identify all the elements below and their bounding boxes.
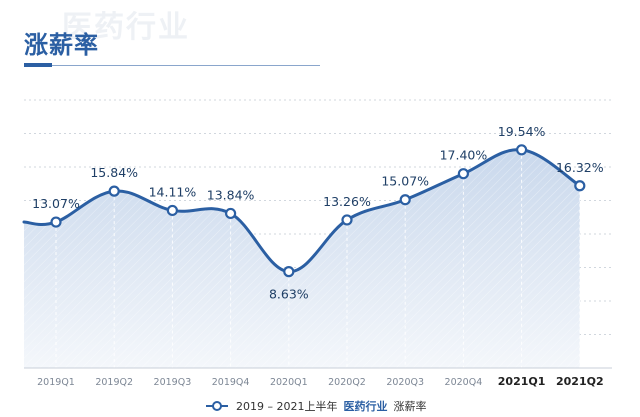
area-hatch xyxy=(24,149,580,368)
data-point xyxy=(166,204,178,217)
data-point xyxy=(225,207,237,220)
page-title: 涨薪率 xyxy=(24,31,99,59)
data-label: 13.84% xyxy=(207,187,255,202)
data-point xyxy=(399,194,411,206)
x-tick-label: 2021Q2 xyxy=(556,375,604,388)
data-point xyxy=(457,168,469,180)
data-label: 19.54% xyxy=(498,124,546,139)
watermark-text: 医药行业 xyxy=(62,10,190,45)
data-label: 8.63% xyxy=(269,287,309,302)
data-label: 15.84% xyxy=(90,165,138,180)
legend-period: 2019 – 2021上半年 xyxy=(236,400,338,413)
x-tick-label: 2019Q3 xyxy=(154,377,192,388)
x-tick-label: 2019Q1 xyxy=(37,377,75,388)
data-label: 13.26% xyxy=(323,194,371,209)
data-point xyxy=(108,185,120,197)
data-point xyxy=(283,266,295,278)
data-label: 16.32% xyxy=(556,160,604,175)
data-label: 14.11% xyxy=(149,184,197,199)
data-label: 13.07% xyxy=(32,196,80,211)
legend-metric: 涨薪率 xyxy=(393,400,427,413)
x-tick-label: 2019Q2 xyxy=(95,377,133,388)
chart-legend: 2019 – 2021上半年 医药行业 涨薪率 xyxy=(206,397,426,415)
x-tick-label: 2020Q1 xyxy=(270,377,308,388)
data-label: 17.40% xyxy=(440,148,488,163)
legend-industry: 医药行业 xyxy=(343,400,388,413)
data-point xyxy=(574,180,586,192)
x-tick-label: 2021Q1 xyxy=(498,375,546,388)
title-underline xyxy=(52,65,320,66)
data-point xyxy=(515,144,528,156)
data-label: 15.07% xyxy=(381,174,429,189)
legend-line-marker-icon xyxy=(206,400,228,412)
x-tick-label: 2020Q3 xyxy=(386,377,424,388)
x-tick-label: 2020Q2 xyxy=(328,377,366,388)
data-point xyxy=(341,214,353,226)
title-underline-accent xyxy=(24,63,52,67)
x-tick-label: 2019Q4 xyxy=(212,377,250,388)
data-point xyxy=(50,216,62,228)
x-tick-label: 2020Q4 xyxy=(445,377,483,388)
